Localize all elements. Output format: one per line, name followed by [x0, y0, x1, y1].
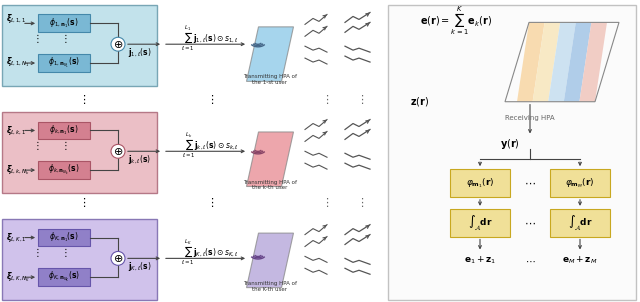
Text: $\vdots$: $\vdots$ [356, 93, 364, 106]
FancyBboxPatch shape [388, 5, 636, 300]
Text: $\vdots$: $\vdots$ [206, 196, 214, 209]
Text: $\vdots$: $\vdots$ [60, 246, 68, 259]
FancyBboxPatch shape [38, 14, 90, 32]
FancyBboxPatch shape [450, 169, 510, 197]
FancyBboxPatch shape [2, 219, 157, 300]
Text: $\int_{\mathcal{A}}\mathbf{d}\mathbf{r}$: $\int_{\mathcal{A}}\mathbf{d}\mathbf{r}$ [568, 214, 593, 232]
Text: $\vdots$: $\vdots$ [78, 196, 86, 209]
FancyBboxPatch shape [38, 161, 90, 179]
Polygon shape [246, 27, 294, 81]
Text: $\sum_{\ell=1}^{L_k}\mathbf{j}_{k,\ell}(\mathbf{s})\odot s_{k,\ell}$: $\sum_{\ell=1}^{L_k}\mathbf{j}_{k,\ell}(… [182, 130, 238, 160]
Text: $\phi_{K,\mathbf{n}_1}(\mathbf{s})$: $\phi_{K,\mathbf{n}_1}(\mathbf{s})$ [49, 231, 79, 244]
Text: $\vdots$: $\vdots$ [356, 196, 364, 209]
Text: $\vdots$: $\vdots$ [32, 32, 40, 45]
Text: $\boldsymbol{\xi}_{\ell,k,1}$: $\boldsymbol{\xi}_{\ell,k,1}$ [6, 124, 26, 137]
Text: $\mathbf{j}_{K,\ell}(\mathbf{s})$: $\mathbf{j}_{K,\ell}(\mathbf{s})$ [128, 260, 152, 273]
Text: $\mathbf{e}(\mathbf{r}) = \sum_{k=1}^{K}\mathbf{e}_k(\mathbf{r})$: $\mathbf{e}(\mathbf{r}) = \sum_{k=1}^{K}… [420, 4, 492, 37]
Text: $\mathbf{z}(\mathbf{r})$: $\mathbf{z}(\mathbf{r})$ [410, 95, 429, 108]
Text: $\phi_{1,\mathbf{n}_{N_1}}(\mathbf{s})$: $\phi_{1,\mathbf{n}_{N_1}}(\mathbf{s})$ [48, 56, 80, 70]
Text: $\vdots$: $\vdots$ [321, 93, 329, 106]
Text: the K-th user: the K-th user [253, 287, 287, 292]
Text: $\phi_{1,\mathbf{n}_1}(\mathbf{s})$: $\phi_{1,\mathbf{n}_1}(\mathbf{s})$ [49, 17, 79, 30]
FancyBboxPatch shape [38, 268, 90, 286]
Text: $\phi_{k,\mathbf{n}_1}(\mathbf{s})$: $\phi_{k,\mathbf{n}_1}(\mathbf{s})$ [49, 124, 79, 137]
Text: $\cdots$: $\cdots$ [525, 255, 535, 265]
Text: $\vdots$: $\vdots$ [32, 246, 40, 259]
Polygon shape [246, 233, 294, 288]
Text: $\varphi_{\mathbf{m}_1}(\mathbf{r})$: $\varphi_{\mathbf{m}_1}(\mathbf{r})$ [466, 176, 494, 190]
Text: $\boldsymbol{\xi}_{\ell,1,1}$: $\boldsymbol{\xi}_{\ell,1,1}$ [6, 12, 26, 25]
Text: $\mathbf{e}_M+\mathbf{z}_M$: $\mathbf{e}_M+\mathbf{z}_M$ [562, 255, 598, 266]
FancyBboxPatch shape [550, 169, 610, 197]
Text: the k-th user: the k-th user [252, 185, 288, 191]
Text: $\oplus$: $\oplus$ [113, 146, 123, 157]
Text: $\vdots$: $\vdots$ [321, 196, 329, 209]
Text: $\varphi_{\mathbf{m}_M}(\mathbf{r})$: $\varphi_{\mathbf{m}_M}(\mathbf{r})$ [565, 176, 595, 190]
Text: $\boldsymbol{\xi}_{\ell,K,N_K}$: $\boldsymbol{\xi}_{\ell,K,N_K}$ [6, 270, 31, 284]
FancyBboxPatch shape [2, 5, 157, 86]
Text: $\cdots$: $\cdots$ [524, 178, 536, 188]
Polygon shape [548, 22, 576, 102]
FancyBboxPatch shape [38, 229, 90, 246]
Polygon shape [246, 132, 294, 187]
Text: Transmitting HPA of: Transmitting HPA of [243, 281, 297, 286]
Text: $\boldsymbol{\xi}_{\ell,k,N_k}$: $\boldsymbol{\xi}_{\ell,k,N_k}$ [6, 163, 29, 177]
Text: the 1-st user: the 1-st user [253, 80, 287, 85]
FancyBboxPatch shape [450, 209, 510, 236]
Polygon shape [579, 22, 607, 102]
Polygon shape [564, 22, 591, 102]
Text: $\sum_{\ell=1}^{L_1}\mathbf{j}_{1,\ell}(\mathbf{s})\odot s_{1,\ell}$: $\sum_{\ell=1}^{L_1}\mathbf{j}_{1,\ell}(… [181, 23, 239, 53]
Text: Transmitting HPA of: Transmitting HPA of [243, 74, 297, 79]
Text: $\mathbf{j}_{k,\ell}(\mathbf{s})$: $\mathbf{j}_{k,\ell}(\mathbf{s})$ [129, 153, 152, 165]
Text: $\vdots$: $\vdots$ [60, 32, 68, 45]
Text: $\sum_{\ell=1}^{L_K}\mathbf{j}_{K,\ell}(\mathbf{s})\odot s_{K,\ell}$: $\sum_{\ell=1}^{L_K}\mathbf{j}_{K,\ell}(… [181, 238, 239, 267]
Circle shape [111, 37, 125, 51]
Polygon shape [517, 22, 545, 102]
FancyBboxPatch shape [38, 54, 90, 72]
Text: $\vdots$: $\vdots$ [78, 93, 86, 106]
FancyBboxPatch shape [550, 209, 610, 236]
Text: $\mathbf{e}_1+\mathbf{z}_1$: $\mathbf{e}_1+\mathbf{z}_1$ [464, 255, 496, 266]
Text: $\oplus$: $\oplus$ [113, 39, 123, 50]
Text: $\vdots$: $\vdots$ [60, 139, 68, 152]
Text: $\mathbf{y}(\mathbf{r})$: $\mathbf{y}(\mathbf{r})$ [500, 137, 520, 151]
Text: $\phi_{k,\mathbf{n}_{N_k}}(\mathbf{s})$: $\phi_{k,\mathbf{n}_{N_k}}(\mathbf{s})$ [48, 163, 80, 177]
Circle shape [111, 144, 125, 158]
Text: Receiving HPA: Receiving HPA [505, 114, 555, 120]
Text: $\boldsymbol{\xi}_{\ell,1,N_1}$: $\boldsymbol{\xi}_{\ell,1,N_1}$ [6, 55, 29, 69]
Polygon shape [532, 22, 560, 102]
Text: $\phi_{K,\mathbf{n}_{N_K}}(\mathbf{s})$: $\phi_{K,\mathbf{n}_{N_K}}(\mathbf{s})$ [48, 270, 80, 284]
Text: $\oplus$: $\oplus$ [113, 253, 123, 264]
Text: Transmitting HPA of: Transmitting HPA of [243, 179, 297, 185]
Text: $\mathbf{j}_{1,\ell}(\mathbf{s})$: $\mathbf{j}_{1,\ell}(\mathbf{s})$ [128, 46, 152, 59]
Text: $\int_{\mathcal{A}}\mathbf{d}\mathbf{r}$: $\int_{\mathcal{A}}\mathbf{d}\mathbf{r}$ [468, 214, 492, 232]
Text: $\cdots$: $\cdots$ [524, 218, 536, 228]
Text: $\vdots$: $\vdots$ [32, 139, 40, 152]
FancyBboxPatch shape [38, 121, 90, 140]
Text: $\vdots$: $\vdots$ [206, 93, 214, 106]
Circle shape [111, 252, 125, 265]
FancyBboxPatch shape [2, 112, 157, 193]
Text: $\boldsymbol{\xi}_{\ell,K,1}$: $\boldsymbol{\xi}_{\ell,K,1}$ [6, 231, 27, 244]
